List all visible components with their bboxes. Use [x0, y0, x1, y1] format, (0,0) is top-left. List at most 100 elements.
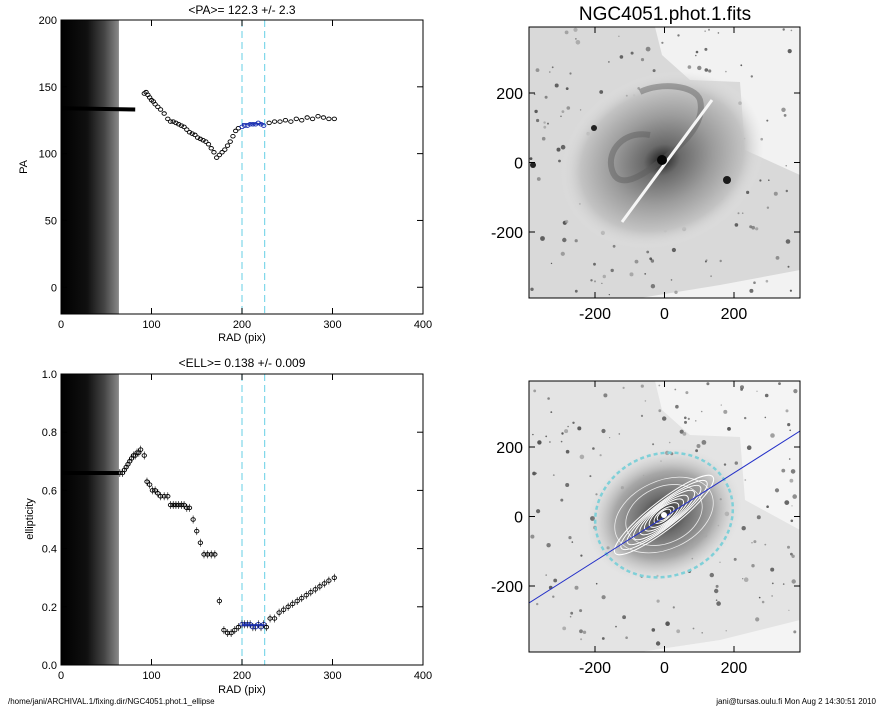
field-source — [622, 615, 626, 620]
field-source — [784, 500, 790, 505]
field-source — [789, 478, 794, 483]
pa-data-point — [161, 111, 167, 116]
field-source — [580, 638, 583, 641]
image-y-tick-label: 200 — [496, 86, 523, 103]
ell-y-tick-label: 0.4 — [42, 544, 57, 556]
pa-x-tick-label: 100 — [142, 319, 160, 331]
field-source — [753, 540, 757, 544]
field-source — [536, 509, 541, 514]
image-x-ticks: -200 0 200 — [579, 27, 747, 323]
field-source — [744, 416, 747, 420]
pa-data-point — [216, 152, 223, 158]
field-source — [558, 159, 561, 163]
field-source — [751, 542, 753, 544]
field-source — [644, 273, 647, 275]
field-source — [602, 274, 606, 279]
ell-x-tick-label: 300 — [323, 670, 341, 682]
field-source — [714, 588, 719, 594]
field-source — [733, 557, 737, 561]
pa-data-point — [288, 119, 294, 124]
pa-data-point — [165, 116, 171, 122]
isophote-image-panel: -200 0 200 -200 0 200 — [491, 380, 801, 677]
field-source — [741, 526, 746, 531]
satellite-trail — [620, 99, 714, 223]
ell-x-axis-label: RAD (pix) — [218, 684, 266, 696]
field-source — [658, 384, 661, 387]
field-source — [787, 265, 790, 268]
field-source — [540, 236, 545, 241]
field-source — [625, 636, 628, 639]
isophote-image — [529, 381, 800, 652]
field-source — [571, 541, 574, 543]
field-source — [765, 279, 769, 283]
field-source — [535, 68, 540, 72]
field-source — [572, 421, 575, 424]
field-source — [770, 567, 775, 572]
field-source — [536, 602, 539, 606]
field-source — [677, 34, 680, 37]
field-source — [566, 106, 571, 110]
field-source — [708, 28, 710, 31]
field-source — [737, 212, 740, 215]
field-source — [793, 630, 797, 634]
field-source — [687, 417, 690, 420]
field-source — [755, 227, 759, 231]
field-source — [709, 572, 714, 578]
pa-data-point — [309, 116, 316, 122]
field-source — [590, 279, 593, 282]
pa-panel: <PA>= 122.3 +/- 2.3 0 100 200 300 400 0 50 100… — [18, 3, 432, 344]
field-source — [710, 275, 712, 278]
field-source — [603, 393, 608, 398]
field-source — [530, 287, 534, 291]
pa-x-ticks: 0 100 200 300 400 — [58, 20, 432, 331]
pa-data-point — [181, 124, 187, 130]
field-source — [618, 433, 621, 435]
pa-data-point — [277, 119, 283, 124]
field-source — [708, 69, 712, 73]
field-source — [552, 474, 555, 476]
field-source — [645, 46, 651, 52]
field-source — [649, 257, 653, 261]
field-source — [740, 385, 744, 390]
field-source — [725, 630, 727, 632]
field-source — [545, 435, 548, 438]
field-source — [595, 582, 598, 585]
pa-data-point — [214, 155, 220, 160]
field-source — [695, 420, 697, 422]
field-source — [682, 432, 687, 436]
field-source — [565, 87, 569, 90]
field-source — [537, 440, 542, 445]
field-source — [579, 609, 583, 613]
pa-y-ticks: 0 50 100 150 200 — [39, 15, 423, 294]
field-source — [774, 488, 780, 493]
pa-data-point — [192, 132, 198, 138]
image-y-tick-label: -200 — [491, 579, 523, 596]
pa-data-point — [293, 116, 299, 122]
field-source — [744, 479, 747, 481]
pa-x-tick-label: 300 — [323, 319, 341, 331]
galaxy-nucleus — [657, 155, 667, 165]
field-source — [723, 463, 727, 466]
isophote-ellipse — [626, 484, 702, 546]
field-source — [601, 637, 605, 640]
field-source — [740, 64, 743, 67]
field-source — [574, 289, 578, 293]
field-source — [764, 543, 767, 546]
image-x-tick-label: 200 — [721, 660, 748, 677]
field-source — [593, 262, 596, 266]
galaxy-spiral-arm-2 — [607, 131, 664, 184]
ell-y-tick-label: 0.6 — [42, 485, 57, 497]
pa-data-point — [211, 150, 217, 155]
pa-data-point — [233, 128, 239, 134]
field-source — [549, 71, 551, 73]
field-source — [785, 165, 787, 167]
field-source — [789, 429, 791, 432]
galaxy-spiral-arm-1 — [638, 83, 704, 163]
field-source — [552, 595, 555, 598]
pa-inner-shaded-region — [61, 20, 119, 314]
field-source — [644, 400, 647, 402]
field-source — [610, 268, 614, 273]
field-source — [640, 58, 645, 62]
field-source — [751, 225, 755, 230]
field-source — [554, 83, 559, 88]
